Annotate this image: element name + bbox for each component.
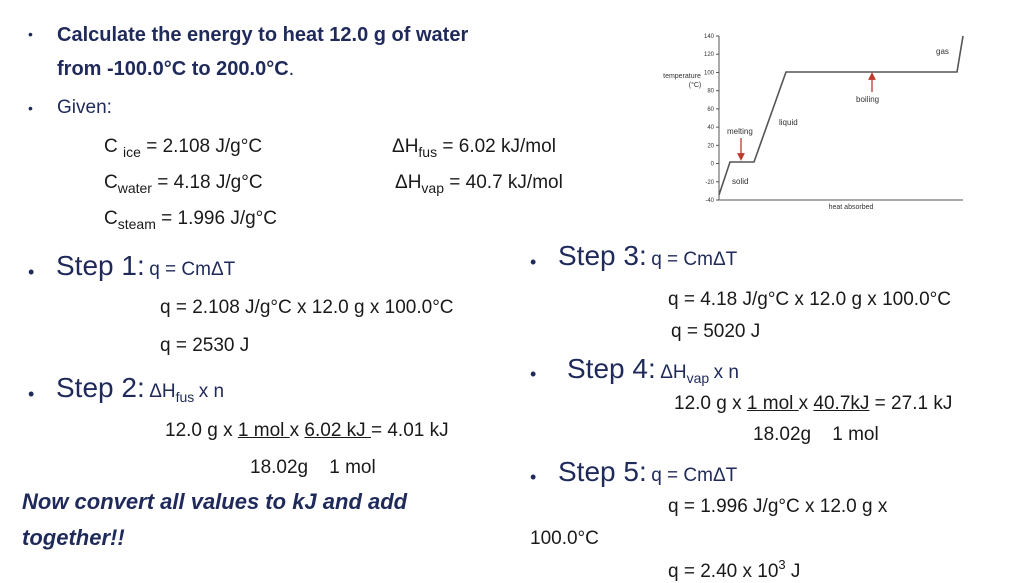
c-ice-value: = 2.108 J/g°C: [146, 136, 263, 157]
conclusion-line-1: Now convert all values to kJ and add: [22, 489, 408, 514]
intro-line-1: Calculate the energy to heat 12.0 g of w…: [57, 24, 469, 46]
step4-formula-prefix: ΔH: [660, 362, 687, 383]
step2-label: Step 2:: [56, 372, 145, 403]
step4-formula-sub: vap: [686, 370, 710, 386]
step4-label: Step 4:: [567, 353, 656, 384]
y-ticks: 140 120 100 80 60 40 20 0 -20 -40: [704, 34, 719, 204]
step2-denominator: 18.02g 1 mol: [250, 457, 376, 478]
step3-result: q = 5020 J: [671, 321, 761, 342]
c-water-line: Cwater = 4.18 J/g°C: [104, 172, 263, 196]
step2-formula-sub: fus: [175, 389, 195, 405]
c-ice-sub: ice: [123, 144, 141, 160]
step4-formula-suffix: x n: [713, 362, 739, 383]
step1-label: Step 1:: [56, 250, 145, 281]
step2-calc-a: 12.0 g x: [165, 420, 238, 441]
solid-label: solid: [732, 177, 748, 186]
intro-line-2: from -100.0°C to 200.0°C.: [57, 58, 294, 81]
step3-label: Step 3:: [558, 240, 647, 271]
step4-calc: 12.0 g x 1 mol x 40.7kJ = 27.1 kJ: [674, 393, 952, 415]
step5-result: q = 2.40 x 103 J: [668, 557, 800, 583]
step5-result-prefix: q = 2.40 x 10: [668, 561, 779, 582]
step2-calc-b: 1 mol: [237, 420, 290, 441]
melting-label: melting: [727, 127, 753, 136]
intro-line-2-text: from -100.0°C to 200.0°C: [57, 58, 289, 80]
step4-calc-e: = 27.1 kJ: [869, 393, 953, 414]
bullet: •: [28, 26, 33, 42]
hvap-sub: vap: [421, 180, 444, 196]
bullet: •: [530, 364, 537, 384]
step5-formula: q = CmΔT: [651, 465, 738, 486]
gas-label: gas: [936, 47, 949, 56]
step5-label: Step 5:: [558, 456, 647, 487]
step2-calc-d: 6.02 kJ: [304, 420, 371, 441]
bullet: •: [530, 252, 537, 272]
bullet: •: [28, 262, 35, 282]
step5-calc-line-1: q = 1.996 J/g°C x 12.0 g x: [668, 496, 888, 517]
step5-result-exp: 3: [778, 557, 786, 572]
hfus-line: ΔHfus = 6.02 kJ/mol: [392, 136, 556, 160]
y-tick-label: 40: [707, 125, 714, 131]
step4-heading: Step 4: ΔHvap x n: [567, 353, 739, 386]
c-ice-line: C ice = 2.108 J/g°C: [104, 136, 262, 160]
y-tick-label: -40: [705, 198, 714, 204]
step1-calc: q = 2.108 J/g°C x 12.0 g x 100.0°C: [160, 297, 454, 318]
c-steam-sub: steam: [117, 216, 156, 232]
bullet: •: [530, 467, 537, 487]
step3-formula: q = CmΔT: [651, 249, 738, 270]
c-steam-value: = 1.996 J/g°C: [161, 208, 278, 229]
step2-heading: Step 2: ΔHfus x n: [56, 372, 224, 405]
hvap-prefix: ΔH: [395, 172, 422, 193]
x-axis-label: heat absorbed: [829, 204, 874, 211]
y-tick-label: 20: [707, 143, 714, 149]
c-water-prefix: C: [104, 172, 118, 193]
y-tick-label: 140: [704, 34, 715, 40]
step4-calc-b: 1 mol: [746, 393, 799, 414]
step5-result-suffix: J: [785, 561, 801, 582]
intro-line-2-period: .: [288, 58, 295, 80]
y-tick-label: 80: [707, 89, 714, 95]
bullet: •: [28, 100, 33, 116]
heating-curve: [718, 35, 964, 196]
y-label-line-1: temperature: [663, 73, 701, 80]
step1-heading: Step 1: q = CmΔT: [56, 250, 235, 282]
step2-calc-c: x: [289, 420, 305, 441]
step3-calc: q = 4.18 J/g°C x 12.0 g x 100.0°C: [668, 289, 951, 310]
step1-formula: q = CmΔT: [149, 259, 236, 280]
y-tick-label: 0: [711, 162, 715, 168]
step2-formula-prefix: ΔH: [149, 381, 176, 402]
c-steam-line: Csteam = 1.996 J/g°C: [104, 208, 277, 232]
step4-calc-c: x: [798, 393, 814, 414]
step4-calc-a: 12.0 g x: [674, 393, 747, 414]
y-tick-label: 60: [707, 107, 714, 113]
liquid-label: liquid: [779, 118, 798, 127]
hvap-line: ΔHvap = 40.7 kJ/mol: [395, 172, 563, 196]
hvap-value: = 40.7 kJ/mol: [449, 172, 563, 193]
c-water-sub: water: [117, 180, 152, 196]
hfus-sub: fus: [418, 144, 438, 160]
c-ice-prefix: C: [104, 136, 118, 157]
bullet: •: [28, 384, 35, 404]
c-steam-prefix: C: [104, 208, 118, 229]
hfus-value: = 6.02 kJ/mol: [442, 136, 556, 157]
step4-calc-d: 40.7kJ: [813, 393, 870, 414]
step1-result: q = 2530 J: [160, 335, 250, 356]
step2-calc-e: = 4.01 kJ: [370, 420, 449, 441]
step5-heading: Step 5: q = CmΔT: [558, 456, 737, 488]
y-tick-label: 120: [704, 52, 715, 58]
c-water-value: = 4.18 J/g°C: [157, 172, 263, 193]
step3-heading: Step 3: q = CmΔT: [558, 240, 737, 272]
y-label-line-2: (°C): [689, 81, 702, 89]
y-tick-label: -20: [705, 180, 714, 186]
y-tick-label: 100: [704, 70, 715, 76]
given-label: Given:: [57, 97, 112, 118]
step2-calc: 12.0 g x 1 mol x 6.02 kJ = 4.01 kJ: [165, 420, 449, 442]
y-axis-label: temperature (°C): [663, 73, 701, 89]
hfus-prefix: ΔH: [392, 136, 419, 157]
boiling-label: boiling: [856, 95, 879, 104]
step5-calc-line-2: 100.0°C: [530, 528, 599, 549]
step4-denominator: 18.02g 1 mol: [753, 424, 879, 445]
heating-curve-graph: temperature (°C) 140 120 100 80 60 40 20 0 -20 -4…: [663, 34, 964, 211]
conclusion-line-2: together!!: [22, 525, 125, 550]
step2-formula-suffix: x n: [198, 381, 225, 402]
